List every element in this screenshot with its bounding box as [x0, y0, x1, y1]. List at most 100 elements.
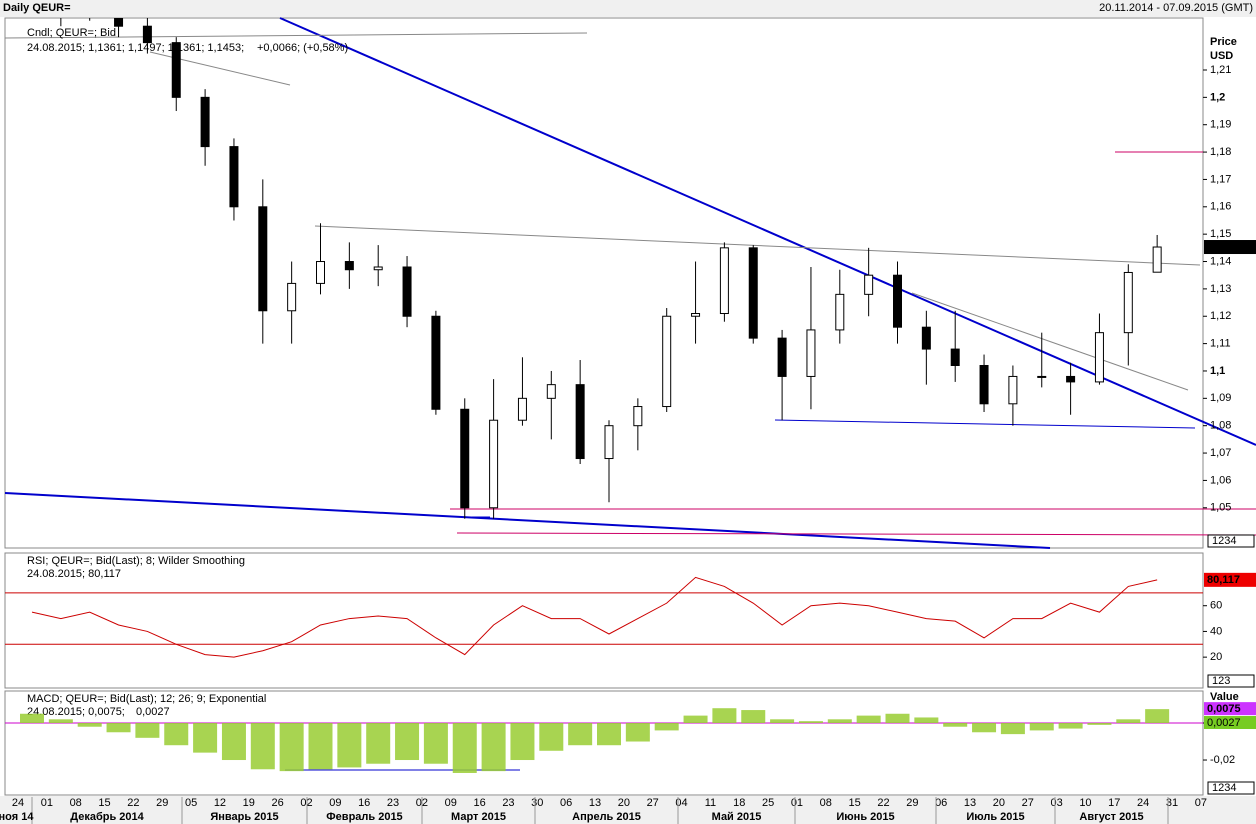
legend: 24.08.2015; 1,1361; 1,1497; 1,1361; 1,14…	[27, 42, 244, 54]
axis-title: Price	[1210, 36, 1237, 48]
candle-body	[691, 313, 701, 317]
macd-bar	[481, 723, 506, 772]
macd-bar	[395, 723, 420, 761]
y-tick-label: 1,17	[1210, 173, 1231, 185]
macd-bar	[1145, 709, 1170, 724]
trendline	[911, 292, 1189, 391]
candle-body	[171, 42, 181, 98]
macd-bar	[1058, 723, 1083, 729]
x-tick-label: 23	[387, 797, 399, 809]
y-tick-label: 1,12	[1210, 310, 1231, 322]
candle-body	[633, 406, 643, 427]
macd-bar	[193, 723, 218, 753]
macd-bar	[279, 723, 304, 772]
header-bar	[0, 0, 1256, 17]
x-tick-label: 19	[243, 797, 255, 809]
x-tick-label: 09	[329, 797, 341, 809]
month-label: ноя 14	[0, 811, 34, 823]
x-tick-label: 22	[127, 797, 139, 809]
candle-body	[142, 25, 152, 44]
date-range: 20.11.2014 - 07.09.2015 (GMT)	[1099, 2, 1253, 14]
x-tick-label: 09	[445, 797, 457, 809]
macd-bar	[77, 723, 102, 727]
macd-bar	[135, 723, 160, 738]
candle-body	[287, 282, 297, 312]
x-tick-label: 25	[762, 797, 774, 809]
macd-bar	[366, 723, 391, 764]
x-tick-label: 08	[70, 797, 82, 809]
macd-bar	[770, 719, 795, 724]
candle-body	[1094, 332, 1104, 383]
macd-bar	[654, 723, 679, 731]
month-label: Февраль 2015	[326, 811, 402, 823]
macd-bar	[1029, 723, 1054, 731]
x-tick-label: 22	[877, 797, 889, 809]
x-tick-label: 06	[560, 797, 572, 809]
last-value-box	[1204, 240, 1256, 255]
macd-bar	[423, 723, 448, 764]
trendline	[4, 492, 1051, 549]
candle-body	[806, 329, 816, 377]
macd-bar	[827, 719, 852, 724]
candle-body	[921, 326, 931, 350]
scale-box-label: 1234	[1212, 535, 1236, 547]
candle-body	[489, 419, 499, 509]
macd-bar	[972, 723, 997, 733]
macd-bar	[683, 715, 708, 724]
macd-bar	[798, 721, 823, 724]
month-label: Декабрь 2014	[70, 811, 144, 823]
scale-box	[1207, 781, 1255, 795]
candle-body	[1008, 375, 1018, 405]
axis-unit: USD	[1210, 50, 1233, 62]
drawings	[4, 17, 1256, 771]
candle-body	[344, 261, 354, 271]
month-label: Январь 2015	[210, 811, 278, 823]
last-value-box	[1204, 572, 1256, 587]
month-label: Август 2015	[1079, 811, 1143, 823]
x-tick-label: 13	[964, 797, 976, 809]
y-tick-label: 1,2	[1210, 91, 1225, 103]
month-label: Май 2015	[712, 811, 762, 823]
candle-body	[864, 274, 874, 295]
candle-body	[1123, 271, 1133, 334]
x-tick-label: 15	[98, 797, 110, 809]
last-value: 1,1453	[1207, 241, 1241, 253]
x-tick-label: 07	[1195, 797, 1207, 809]
x-tick-label: 27	[647, 797, 659, 809]
macd-bar	[885, 713, 910, 724]
candle-body	[979, 364, 989, 405]
x-tick-label: 03	[1050, 797, 1062, 809]
candle-body	[200, 96, 210, 148]
macd-bar	[539, 723, 564, 751]
candle-body	[546, 384, 556, 399]
macd-bar	[337, 723, 362, 768]
macd-bar	[625, 723, 650, 742]
y-tick-label: 1,18	[1210, 146, 1231, 158]
candle-body	[1037, 375, 1047, 378]
trendline	[774, 419, 1196, 429]
x-tick-label: 31	[1166, 797, 1178, 809]
candle-body	[950, 348, 960, 366]
candles	[60, 18, 1162, 519]
x-tick-label: 05	[185, 797, 197, 809]
candle-body	[431, 315, 441, 410]
rsi-line	[31, 576, 1158, 658]
candle-body	[258, 206, 268, 312]
trendline	[4, 32, 588, 39]
scale-box	[1207, 534, 1255, 548]
x-tick-label: 20	[993, 797, 1005, 809]
x-tick-label: 20	[618, 797, 630, 809]
x-tick-label: 04	[675, 797, 687, 809]
legend: Cndl; QEUR=; Bid	[27, 27, 116, 39]
scale-box-label: 1234	[1212, 782, 1236, 794]
x-tick-label: 08	[820, 797, 832, 809]
last-value-box	[1204, 702, 1256, 716]
x-tick-label: 12	[214, 797, 226, 809]
x-tick-label: 10	[1079, 797, 1091, 809]
y-tick-label: 1,21	[1210, 64, 1231, 76]
x-tick-label: 15	[849, 797, 861, 809]
macd-bar	[1087, 723, 1112, 725]
x-tick-label: 01	[41, 797, 53, 809]
